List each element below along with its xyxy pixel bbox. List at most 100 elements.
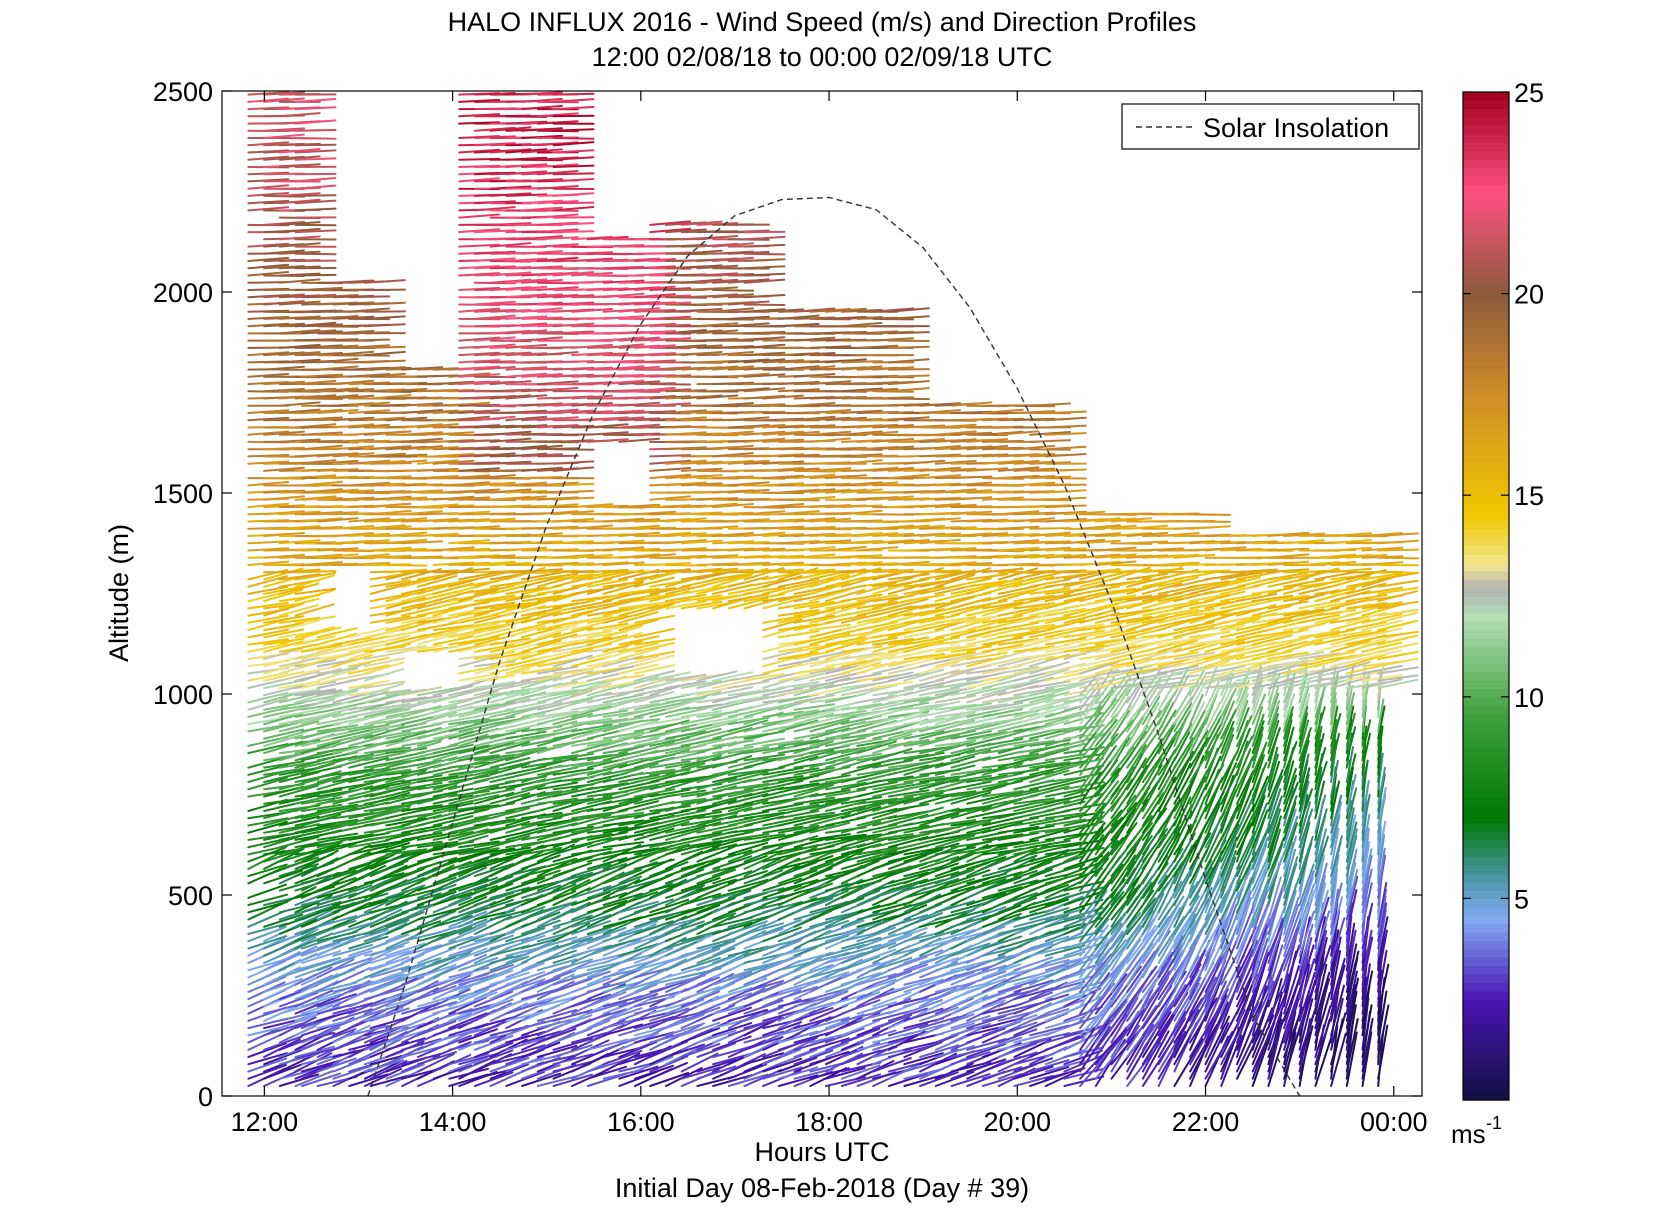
wind-barb-662 — [316, 690, 358, 704]
wind-barb-839 — [348, 845, 390, 856]
wind-barb-1742 — [473, 594, 516, 603]
wind-barb-900 — [348, 338, 391, 342]
wind-barb-789 — [332, 423, 375, 429]
wind-barb-353 — [278, 343, 321, 349]
wind-barb-226 — [263, 322, 305, 328]
wind-barb-1782 — [473, 300, 516, 306]
wind-barb-1108 — [385, 972, 426, 986]
wind-barb-1950 — [505, 1000, 546, 1015]
wind-barb-1640 — [458, 359, 501, 364]
wind-barb-85 — [247, 416, 290, 422]
wind-barb-857 — [348, 708, 390, 718]
wind-barb-74 — [247, 502, 290, 509]
wind-barb-293 — [278, 794, 320, 805]
wind-barb-961 — [363, 668, 405, 682]
wind-barb-319 — [278, 597, 320, 610]
wind-barb-3512 — [712, 289, 755, 292]
wind-barb-114 — [247, 192, 290, 197]
wind-barb-1531 — [448, 474, 491, 480]
wind-barb-1581 — [458, 804, 500, 812]
wind-barb-868 — [348, 626, 389, 639]
wind-barb-1681 — [473, 1034, 514, 1051]
wind-barb-389 — [294, 1052, 333, 1073]
wind-barb-1253 — [401, 540, 444, 545]
wind-barb-849 — [348, 767, 390, 776]
wind-barb-1233 — [401, 727, 442, 740]
wind-barb-619 — [316, 1028, 357, 1044]
wind-barb-612 — [301, 286, 343, 291]
wind-barb-722 — [332, 1002, 374, 1015]
wind-barb-606 — [301, 330, 343, 335]
wind-barb-693 — [316, 409, 359, 414]
wind-barb-425 — [294, 794, 336, 805]
wind-barb-1926 — [489, 185, 532, 190]
wind-barb-1585 — [458, 766, 500, 776]
wind-barb-671 — [316, 627, 358, 639]
wind-barb-1239 — [401, 686, 443, 697]
wind-barb-1386 — [432, 915, 474, 928]
wind-barb-175 — [263, 701, 305, 711]
wind-barb-304 — [278, 715, 321, 726]
wind-barb-119 — [247, 155, 290, 161]
wind-barb-1945 — [505, 1037, 546, 1051]
wind-barb-1944 — [505, 1044, 546, 1058]
wind-barb-1631 — [458, 424, 501, 429]
wind-barb-1096 — [385, 1063, 425, 1080]
wind-barb-1119 — [385, 886, 424, 906]
wind-barb-527 — [301, 980, 339, 1001]
wind-barb-373 — [278, 192, 321, 197]
wind-barb-956 — [363, 707, 405, 718]
wind-barb-1148 — [385, 688, 427, 697]
wind-barb-1316 — [416, 784, 458, 798]
wind-barb-1318 — [416, 775, 459, 783]
wind-barb-296 — [278, 771, 320, 783]
wind-barb-387 — [294, 1070, 334, 1087]
wind-barb-42 — [247, 756, 288, 769]
wind-barb-1483 — [448, 858, 490, 870]
wind-barb-776 — [332, 532, 375, 537]
wind-barb-217 — [263, 388, 305, 393]
wind-barb-1328 — [416, 687, 459, 697]
wind-barb-1160 — [385, 564, 428, 567]
wind-barb-357 — [278, 315, 321, 320]
wind-barb-832 — [348, 892, 389, 906]
wind-barb-1715 — [473, 788, 516, 798]
wind-barb-359 — [278, 300, 321, 306]
wind-barb-1315 — [416, 792, 458, 805]
wind-barb-1205 — [401, 944, 442, 957]
wind-barb-180 — [263, 661, 304, 675]
wind-barb-188 — [263, 602, 304, 617]
wind-barb-1550 — [458, 1052, 499, 1066]
wind-barb-1479 — [448, 883, 488, 899]
wind-barb-1268 — [401, 423, 443, 429]
wind-barb-257 — [278, 1073, 320, 1087]
wind-barb-1713 — [473, 802, 516, 812]
wind-barb-861 — [348, 679, 390, 689]
wind-barb-1019 — [369, 973, 411, 986]
wind-barb-760 — [332, 724, 374, 733]
wind-barb-1511 — [448, 622, 490, 632]
wind-barb-1280 — [416, 1051, 457, 1066]
wind-barb-316 — [278, 619, 320, 632]
wind-barb-1183 — [385, 387, 428, 393]
wind-barb-1528 — [448, 496, 491, 501]
wind-barb-344 — [278, 408, 321, 414]
wind-barb-758 — [332, 733, 373, 747]
wind-barb-1637 — [458, 380, 501, 386]
wind-barb-748 — [332, 811, 375, 820]
wind-barb-1279 — [416, 1053, 455, 1073]
wind-barb-1373 — [432, 1012, 472, 1030]
wind-barb-651 — [316, 777, 358, 791]
wind-barb-1499 — [448, 744, 490, 755]
wind-barb-1914 — [489, 278, 532, 284]
wind-barb-888 — [348, 423, 391, 429]
wind-barb-502 — [294, 184, 337, 190]
wind-barb-1313 — [416, 807, 458, 820]
wind-barb-532 — [301, 941, 341, 957]
wind-barb-921 — [363, 976, 404, 993]
wind-barb-1651 — [458, 272, 501, 277]
wind-barb-1638 — [458, 373, 501, 378]
wind-barb-949 — [363, 759, 406, 769]
wind-barb-1085 — [369, 445, 412, 451]
